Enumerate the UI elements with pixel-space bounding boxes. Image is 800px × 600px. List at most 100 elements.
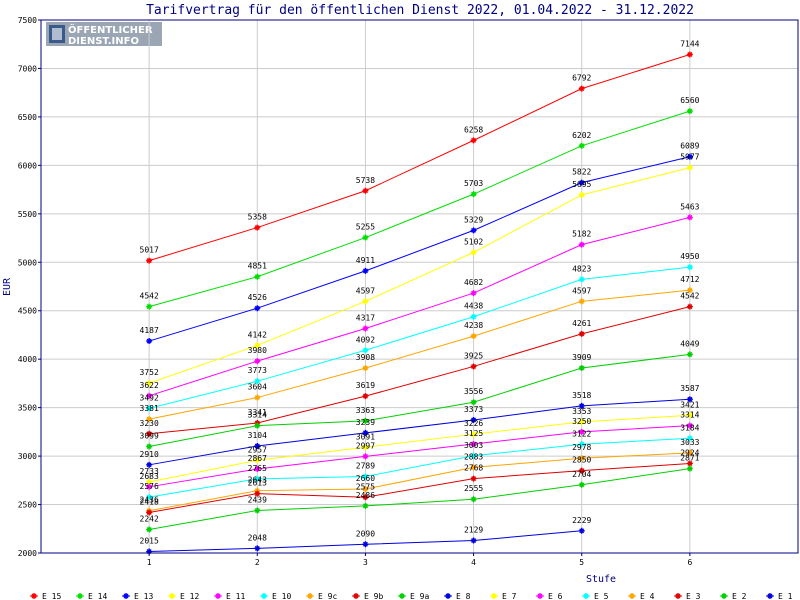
data-point-E_8 <box>254 443 261 450</box>
data-label-E_11: 4317 <box>356 313 375 322</box>
logo-text-line2: DIENST.INFO <box>68 36 139 47</box>
data-label-E_9b: 4261 <box>572 319 591 328</box>
data-label-E_14: 6202 <box>572 131 591 140</box>
data-label-E_13: 4526 <box>248 293 267 302</box>
data-label-E_15: 5017 <box>140 246 159 255</box>
data-point-E_14 <box>578 142 585 149</box>
data-label-E_13: 4911 <box>356 256 375 265</box>
legend-marker-E_9b <box>353 593 359 599</box>
data-label-E_9c: 3908 <box>356 353 375 362</box>
data-label-E_15: 5738 <box>356 176 375 185</box>
data-point-E_13 <box>578 179 585 186</box>
data-point-E_2 <box>146 526 153 533</box>
data-point-E_15 <box>146 257 153 264</box>
data-point-E_9b <box>578 330 585 337</box>
series-line-E_8 <box>149 398 690 466</box>
data-point-E_9b <box>146 430 153 437</box>
data-point-E_9c <box>578 298 585 305</box>
legend-label-E_4: E_4 <box>640 592 655 600</box>
data-point-E_1 <box>146 548 153 555</box>
data-label-E_2: 2242 <box>140 515 159 524</box>
data-label-E_15: 7144 <box>680 39 699 48</box>
data-point-E_6 <box>146 483 153 490</box>
series-line-E_13 <box>148 156 690 342</box>
data-label-E_7: 2957 <box>248 445 267 454</box>
data-point-E_13 <box>470 227 477 234</box>
data-label-E_10: 4438 <box>464 302 483 311</box>
data-point-E_2 <box>578 481 585 488</box>
data-point-E_14 <box>686 108 693 115</box>
data-label-E_9c: 3604 <box>248 383 267 392</box>
data-label-E_9a: 3909 <box>572 353 591 362</box>
legend-label-E_7: E_7 <box>502 592 517 600</box>
series-line-E_14 <box>149 110 691 308</box>
data-point-E_9a <box>146 443 153 450</box>
legend-marker-E_9a <box>399 593 405 599</box>
data-point-E_3 <box>146 509 153 516</box>
data-point-E_9c <box>470 333 477 340</box>
series-line-E_15 <box>148 54 691 262</box>
logo-mark-inner <box>52 28 62 40</box>
data-point-E_10 <box>578 276 585 283</box>
data-point-E_13 <box>362 267 369 274</box>
data-label-E_3: 2924 <box>680 448 699 457</box>
data-point-E_14 <box>362 234 369 241</box>
data-point-E_7 <box>362 444 369 451</box>
series-line-E_9c <box>149 289 690 420</box>
y-tick-label: 2500 <box>18 501 37 510</box>
data-point-E_7 <box>254 457 261 464</box>
data-point-E_6 <box>470 440 477 447</box>
data-label-E_9c: 4712 <box>680 275 699 284</box>
data-label-E_3: 2613 <box>248 479 267 488</box>
data-point-E_1 <box>362 541 369 548</box>
data-label-E_11: 5463 <box>680 202 699 211</box>
data-point-E_15 <box>362 187 369 194</box>
data-point-E_8 <box>686 396 693 403</box>
data-label-E_2: 2555 <box>464 484 483 493</box>
data-label-E_8: 3104 <box>248 431 267 440</box>
data-point-E_6 <box>686 422 693 429</box>
data-point-E_14 <box>470 191 477 198</box>
y-tick-label: 4500 <box>18 307 37 316</box>
x-tick-label: 4 <box>471 558 476 567</box>
data-label-E_9c: 4238 <box>464 321 483 330</box>
data-point-E_7 <box>146 478 153 485</box>
data-point-E_12 <box>686 164 693 171</box>
data-point-E_5 <box>470 452 477 459</box>
data-label-E_11: 4682 <box>464 278 483 287</box>
data-label-E_9c: 3381 <box>140 404 159 413</box>
data-label-E_4: 2978 <box>572 443 591 452</box>
data-point-E_12 <box>254 342 261 349</box>
data-label-E_3: 2768 <box>464 464 483 473</box>
series-line-E_3 <box>149 462 690 513</box>
data-point-E_2 <box>470 496 477 503</box>
data-label-E_9b: 3341 <box>248 408 267 417</box>
data-label-E_1: 2129 <box>464 525 483 534</box>
data-point-E_5 <box>146 494 153 501</box>
data-label-E_13: 5822 <box>572 168 591 177</box>
legend-marker-E_9c <box>307 593 313 599</box>
series-line-E_12 <box>148 167 690 384</box>
data-label-E_8: 2910 <box>140 450 159 459</box>
data-point-E_4 <box>578 455 585 462</box>
data-point-E_13 <box>254 305 261 312</box>
y-tick-label: 7500 <box>18 16 37 25</box>
data-point-E_9a <box>470 399 477 406</box>
data-point-E_11 <box>146 392 153 399</box>
data-label-E_4: 2436 <box>140 496 159 505</box>
data-point-E_2 <box>686 465 693 472</box>
series-line-E_11 <box>148 216 690 397</box>
series-line-E_10 <box>149 266 690 409</box>
data-label-E_4: 3033 <box>680 438 699 447</box>
logo-background <box>46 22 162 46</box>
data-label-E_14: 5703 <box>464 179 483 188</box>
data-point-E_9c <box>146 416 153 423</box>
data-point-E_14 <box>146 303 153 310</box>
data-point-E_15 <box>578 85 585 92</box>
legend-label-E_9c: E_9c <box>318 592 337 600</box>
data-point-E_3 <box>686 460 693 467</box>
data-point-E_1 <box>578 527 585 534</box>
legend-marker-E_1 <box>767 593 773 599</box>
data-point-E_2 <box>362 502 369 509</box>
data-label-E_11: 3980 <box>248 346 267 355</box>
